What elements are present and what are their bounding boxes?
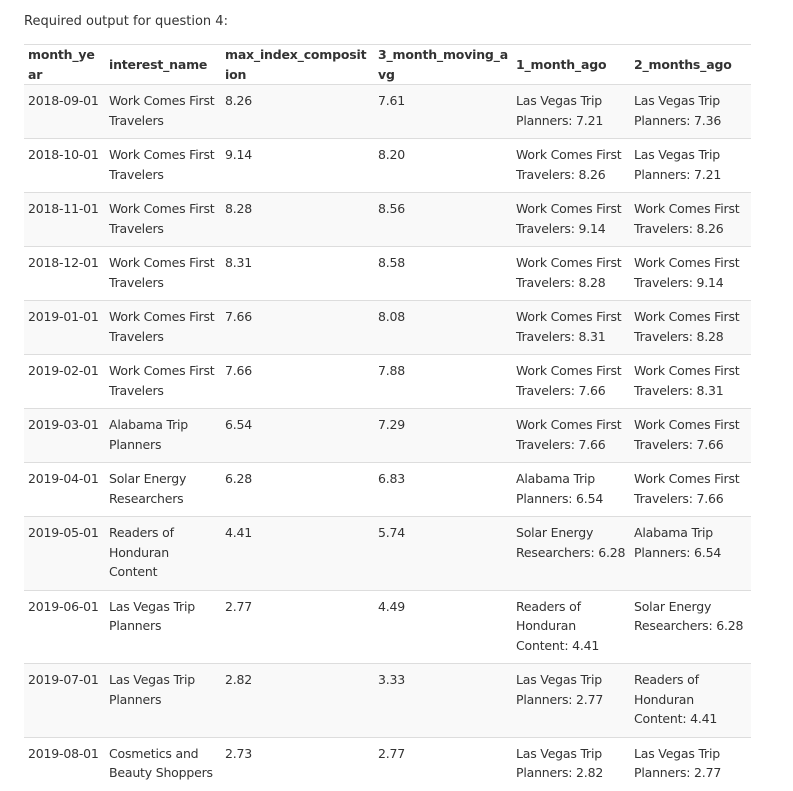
cell-month-year: 2018-12-01 — [28, 255, 99, 270]
cell-max-index-composition: 8.28 — [225, 201, 253, 216]
cell-interest-name: Cosmetics and Beauty Shoppers — [109, 745, 213, 781]
cell-2-months-ago: Readers of Honduran Content: 4.41 — [634, 672, 718, 726]
cell-2-months-ago: Work Comes First Travelers: 8.31 — [634, 363, 740, 398]
table-header: month_year interest_name max_index_compo… — [24, 44, 751, 85]
cell-max-index-composition: 7.66 — [225, 363, 253, 378]
cell-1-month-ago: Las Vegas Trip Planners: 2.82 — [516, 745, 604, 781]
header-2-months-ago: 2_months_ago — [634, 56, 732, 72]
cell-1-month-ago: Solar Energy Researchers: 6.28 — [516, 525, 626, 560]
cell-3-month-moving-avg: 3.33 — [378, 672, 406, 687]
cell-max-index-composition: 6.54 — [225, 417, 253, 432]
cell-2-months-ago: Las Vegas Trip Planners: 2.77 — [634, 745, 722, 781]
cell-2-months-ago: Work Comes First Travelers: 8.28 — [634, 309, 740, 344]
cell-1-month-ago: Alabama Trip Planners: 6.54 — [516, 471, 604, 506]
cell-max-index-composition: 2.82 — [225, 672, 253, 687]
cell-month-year: 2019-07-01 — [28, 672, 99, 687]
cell-2-months-ago: Work Comes First Travelers: 8.26 — [634, 201, 740, 236]
table-row: 2018-09-01 Work Comes First Travelers 8.26… — [24, 84, 751, 139]
table-row: 2018-10-01 Work Comes First Travelers 9.14… — [24, 138, 751, 193]
cell-max-index-composition: 2.73 — [225, 745, 253, 761]
cell-interest-name: Readers of Honduran Content — [109, 525, 174, 579]
header-row: month_year interest_name max_index_compo… — [24, 44, 751, 85]
cell-interest-name: Work Comes First Travelers — [109, 255, 215, 290]
header-interest-name: interest_name — [109, 56, 208, 72]
table-row: 2018-12-01 Work Comes First Travelers 8.31… — [24, 246, 751, 301]
cell-interest-name: Alabama Trip Planners — [109, 417, 189, 452]
cell-interest-name: Work Comes First Travelers — [109, 201, 215, 236]
cell-1-month-ago: Readers of Honduran Content: 4.41 — [516, 598, 600, 653]
cell-max-index-composition: 9.14 — [225, 147, 253, 162]
cell-month-year: 2019-01-01 — [28, 309, 99, 324]
cell-interest-name: Solar Energy Researchers — [109, 471, 187, 506]
cell-1-month-ago: Work Comes First Travelers: 7.66 — [516, 363, 622, 398]
cell-3-month-moving-avg: 7.88 — [378, 363, 406, 378]
cell-max-index-composition: 8.31 — [225, 255, 253, 270]
cell-interest-name: Work Comes First Travelers — [109, 147, 215, 182]
cell-3-month-moving-avg: 2.77 — [378, 745, 406, 761]
table-row: 2019-04-01 Solar Energy Researchers 6.28 6.… — [24, 462, 751, 517]
cell-max-index-composition: 7.66 — [225, 309, 253, 324]
cell-max-index-composition: 8.26 — [225, 93, 253, 108]
cell-month-year: 2018-09-01 — [28, 93, 99, 108]
cell-month-year: 2019-03-01 — [28, 417, 99, 432]
table-row: 2019-05-01 Readers of Honduran Content 4.4… — [24, 516, 751, 590]
cell-max-index-composition: 4.41 — [225, 525, 253, 540]
cell-2-months-ago: Work Comes First Travelers: 7.66 — [634, 417, 740, 452]
cell-2-months-ago: Las Vegas Trip Planners: 7.36 — [634, 93, 722, 128]
header-max-index-composition: max_index_composition — [225, 47, 367, 82]
table-body: 2018-09-01 Work Comes First Travelers 8.26… — [24, 84, 751, 791]
cell-2-months-ago: Alabama Trip Planners: 6.54 — [634, 525, 722, 560]
cell-3-month-moving-avg: 8.08 — [378, 309, 406, 324]
cell-interest-name: Las Vegas Trip Planners — [109, 672, 196, 707]
cell-3-month-moving-avg: 5.74 — [378, 525, 406, 540]
table-row: 2019-02-01 Work Comes First Travelers 7.66… — [24, 354, 751, 409]
cell-interest-name: Las Vegas Trip Planners — [109, 598, 196, 634]
table-row: 2019-03-01 Alabama Trip Planners 6.54 7.29 W… — [24, 408, 751, 463]
cell-interest-name: Work Comes First Travelers — [109, 309, 215, 344]
cell-month-year: 2018-10-01 — [28, 147, 99, 162]
cell-1-month-ago: Work Comes First Travelers: 7.66 — [516, 417, 622, 452]
table-row: 2018-11-01 Work Comes First Travelers 8.28… — [24, 192, 751, 247]
table-row: 2019-01-01 Work Comes First Travelers 7.66… — [24, 300, 751, 355]
cell-max-index-composition: 2.77 — [225, 598, 253, 614]
cell-month-year: 2019-08-01 — [28, 745, 99, 761]
cell-month-year: 2019-04-01 — [28, 471, 99, 486]
cell-2-months-ago: Work Comes First Travelers: 7.66 — [634, 471, 740, 506]
cell-3-month-moving-avg: 8.20 — [378, 147, 406, 162]
cell-1-month-ago: Work Comes First Travelers: 9.14 — [516, 201, 622, 236]
cell-3-month-moving-avg: 8.58 — [378, 255, 406, 270]
cell-3-month-moving-avg: 4.49 — [378, 598, 406, 614]
cell-2-months-ago: Work Comes First Travelers: 9.14 — [634, 255, 740, 290]
cell-3-month-moving-avg: 6.83 — [378, 471, 406, 486]
cell-1-month-ago: Las Vegas Trip Planners: 7.21 — [516, 93, 604, 128]
cell-3-month-moving-avg: 7.29 — [378, 417, 406, 432]
header-1-month-ago: 1_month_ago — [516, 56, 607, 72]
cell-month-year: 2019-06-01 — [28, 598, 99, 614]
cell-max-index-composition: 6.28 — [225, 471, 253, 486]
cell-month-year: 2019-05-01 — [28, 525, 99, 540]
cell-3-month-moving-avg: 8.56 — [378, 201, 406, 216]
results-table: month_year interest_name max_index_compo… — [24, 44, 751, 791]
cell-1-month-ago: Las Vegas Trip Planners: 2.77 — [516, 672, 604, 707]
table-row: 2019-08-01 Cosmetics and Beauty Shoppers 2… — [24, 737, 751, 791]
cell-1-month-ago: Work Comes First Travelers: 8.26 — [516, 147, 622, 182]
cell-month-year: 2019-02-01 — [28, 363, 99, 378]
cell-interest-name: Work Comes First Travelers — [109, 363, 215, 398]
cell-3-month-moving-avg: 7.61 — [378, 93, 406, 108]
cell-2-months-ago: Las Vegas Trip Planners: 7.21 — [634, 147, 722, 182]
table-row: 2019-07-01 Las Vegas Trip Planners 2.82 3.3… — [24, 663, 751, 737]
question-caption: Required output for question 4: — [24, 14, 228, 29]
cell-month-year: 2018-11-01 — [28, 201, 99, 216]
cell-2-months-ago: Solar Energy Researchers: 6.28 — [634, 598, 744, 634]
cell-1-month-ago: Work Comes First Travelers: 8.28 — [516, 255, 622, 290]
header-3-month-moving-avg: 3_month_moving_avg — [378, 47, 508, 82]
cell-1-month-ago: Work Comes First Travelers: 8.31 — [516, 309, 622, 344]
table-row: 2019-06-01 Las Vegas Trip Planners 2.77 4.4… — [24, 590, 751, 664]
header-month-year: month_year — [28, 47, 95, 82]
cell-interest-name: Work Comes First Travelers — [109, 93, 215, 128]
